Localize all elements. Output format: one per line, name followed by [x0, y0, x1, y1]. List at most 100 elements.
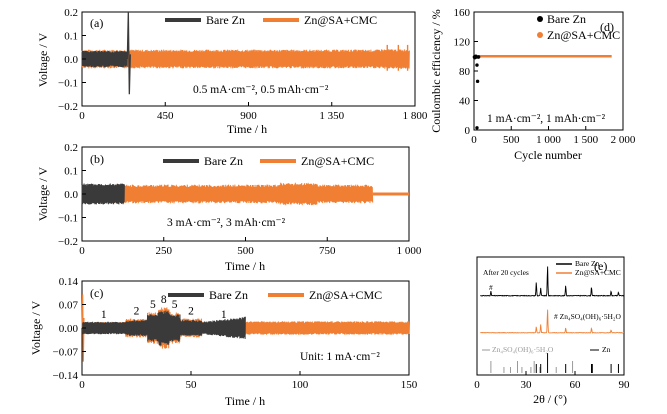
panel-b: 0 250 500 750 1 000 −0.2 −0.1 0.0 0.1 0.2 (b) Bar… — [36, 142, 422, 273]
x-tick-label-d-1: 500 — [503, 134, 520, 146]
panel-b-axes: 0 250 500 750 1 000 −0.2 −0.1 0.0 0.1 0.2 — [58, 142, 422, 257]
panel-c-label: (c) — [90, 286, 103, 300]
rate-step-label-4: 5 — [172, 299, 178, 311]
legend-d-bare-zn: Bare Zn — [547, 12, 586, 26]
panel-e-frame — [476, 256, 625, 376]
y-tick-label-b-4: 0.2 — [64, 142, 78, 154]
x-tick-label-e-0: 0 — [474, 379, 480, 391]
x-tick-label-d-0: 0 — [471, 134, 477, 146]
legend-e-ref-zn: Zn — [602, 345, 611, 354]
y-tick-label-c-2: 0.00 — [59, 323, 79, 335]
panel-d-annotation: 1 mA·cm⁻², 1 mAh·cm⁻² — [487, 113, 606, 125]
panel-e-phase-note: # Zn₄SO₄(OH)₆·5H₂O — [554, 312, 621, 321]
y-tick-label-c-3: 0.07 — [59, 300, 79, 312]
y-tick-label-d-2: 80 — [459, 66, 471, 78]
y-tick-label-b-1: −0.1 — [58, 213, 78, 225]
x-tick-label-d-2: 1 000 — [536, 134, 561, 146]
x-tick-label-a-3: 1 350 — [319, 110, 344, 122]
panel-a-xlabel: Time / h — [227, 122, 267, 136]
x-tick-label-e-2: 60 — [570, 379, 582, 391]
series-e-bare-zn-pattern — [480, 266, 625, 297]
x-tick-label-a-2: 900 — [240, 110, 257, 122]
panel-a-ylabel: Voltage / V — [36, 33, 50, 88]
x-tick-label-c-2: 100 — [292, 379, 309, 391]
panel-b-label: (b) — [90, 152, 104, 166]
rate-step-label-2: 5 — [150, 299, 156, 311]
legend-c-zn-sa-cmc: Zn@SA+CMC — [309, 288, 382, 302]
panel-e-label: (e) — [594, 259, 607, 273]
rate-step-label-5: 2 — [188, 306, 194, 318]
y-tick-label-d-0: 0 — [465, 125, 471, 137]
series-b-bare-zn-line — [81, 183, 125, 205]
series-d-bare-zn-point-6 — [475, 79, 480, 84]
y-tick-label-b-2: 0.0 — [64, 189, 78, 201]
legend-d-zn-sa-cmc-marker — [537, 32, 543, 38]
legend-a-zn-sa-cmc: Zn@SA+CMC — [304, 13, 377, 27]
panel-d-plot — [472, 54, 612, 130]
x-tick-label-e-1: 30 — [521, 379, 533, 391]
panel-b-annotation: 3 mA·cm⁻², 3 mAh·cm⁻² — [167, 217, 286, 229]
panel-c-ylabel: Voltage / V — [29, 301, 43, 356]
legend-c-bare-zn: Bare Zn — [209, 288, 248, 302]
panel-c-rate-steps: 1 25 8 52 1 — [101, 294, 227, 321]
series-c-bare-zn-line — [82, 310, 246, 346]
panel-a-plot — [81, 11, 410, 95]
panel-d: 0 500 1 000 1 500 2 000 0 40 80 120 160 (d) Bare … — [429, 7, 636, 162]
legend-b-zn-sa-cmc: Zn@SA+CMC — [301, 154, 374, 168]
panel-b-xlabel: Time / h — [225, 259, 265, 273]
panel-e-cycles-note: After 20 cycles — [483, 268, 529, 277]
panel-e-axes: 0 30 60 90 — [474, 371, 630, 391]
series-d-bare-zn-point-5 — [475, 63, 479, 67]
panel-d-ylabel: Coulombic efficiency / % — [429, 9, 443, 132]
panel-c: 0 50 100 150 −0.14 −0.07 0.00 0.07 0.14 (c) Bare… — [29, 276, 418, 408]
y-tick-label-d-1: 40 — [459, 96, 471, 108]
y-tick-label-b-0: −0.2 — [58, 236, 78, 248]
series-a-bare-zn-line — [81, 50, 128, 68]
panel-e: 0 30 60 90 (e) Bare Zn Zn@SA+CMC After 20 c… — [474, 256, 630, 406]
panel-b-ylabel: Voltage / V — [36, 167, 50, 222]
y-tick-label-a-0: −0.2 — [58, 101, 78, 113]
panel-a-annotation: 0.5 mA·cm⁻², 0.5 mAh·cm⁻² — [193, 84, 329, 96]
legend-a-bare-zn: Bare Zn — [206, 13, 245, 27]
rate-step-label-6: 1 — [221, 309, 227, 321]
panel-a: 0 450 900 1 350 1 800 −0.2 −0.1 0.0 0.1 0.2 (a) B… — [36, 7, 428, 136]
legend-e-zn-sa-cmc: Zn@SA+CMC — [575, 268, 621, 277]
panel-d-axes: 0 500 1 000 1 500 2 000 0 40 80 120 160 — [454, 7, 636, 146]
panel-a-label: (a) — [90, 16, 103, 30]
panel-b-plot — [81, 182, 409, 206]
y-tick-label-b-3: 0.1 — [64, 166, 78, 178]
series-d-bare-zn-point-9 — [475, 126, 479, 130]
x-tick-label-b-1: 250 — [156, 245, 173, 257]
x-tick-label-c-3: 150 — [401, 379, 418, 391]
y-tick-label-a-2: 0.0 — [64, 54, 78, 66]
panel-e-plot — [480, 266, 625, 373]
panel-e-xlabel: 2θ / (°) — [533, 392, 567, 406]
x-tick-label-b-3: 750 — [319, 245, 336, 257]
x-tick-label-b-2: 500 — [237, 245, 254, 257]
rate-step-label-1: 2 — [134, 306, 140, 318]
panel-a-axes: 0 450 900 1 350 1 800 −0.2 −0.1 0.0 0.1 0.2 — [58, 7, 428, 122]
x-tick-label-b-0: 0 — [79, 245, 85, 257]
x-tick-label-b-4: 1 000 — [397, 245, 422, 257]
y-tick-label-c-1: −0.07 — [53, 347, 79, 359]
legend-e-bare-zn: Bare Zn — [575, 259, 600, 268]
series-a-bare-zn-short-circuit — [126, 11, 131, 95]
x-tick-label-a-1: 450 — [157, 110, 174, 122]
panel-d-label: (d) — [600, 20, 614, 34]
series-e-zn-sa-cmc-pattern — [480, 309, 625, 334]
series-d-bare-zn-point-8 — [476, 55, 481, 59]
x-tick-label-c-1: 50 — [186, 379, 198, 391]
panel-c-axes: 0 50 100 150 −0.14 −0.07 0.00 0.07 0.14 — [53, 276, 418, 391]
panel-d-xlabel: Cycle number — [514, 148, 582, 162]
legend-d-zn-sa-cmc: Zn@SA+CMC — [547, 28, 620, 42]
y-tick-label-a-4: 0.2 — [64, 7, 78, 19]
series-a-zn-sa-cmc-line — [81, 49, 410, 69]
y-tick-label-c-4: 0.14 — [59, 276, 79, 288]
rate-step-label-0: 1 — [101, 309, 107, 321]
rate-step-label-3: 8 — [161, 294, 167, 306]
y-tick-label-a-1: −0.1 — [58, 78, 78, 90]
y-tick-label-a-3: 0.1 — [64, 31, 78, 43]
series-b-zn-sa-cmc-line — [81, 182, 374, 206]
panel-c-annotation: Unit: 1 mA·cm⁻² — [300, 351, 380, 363]
